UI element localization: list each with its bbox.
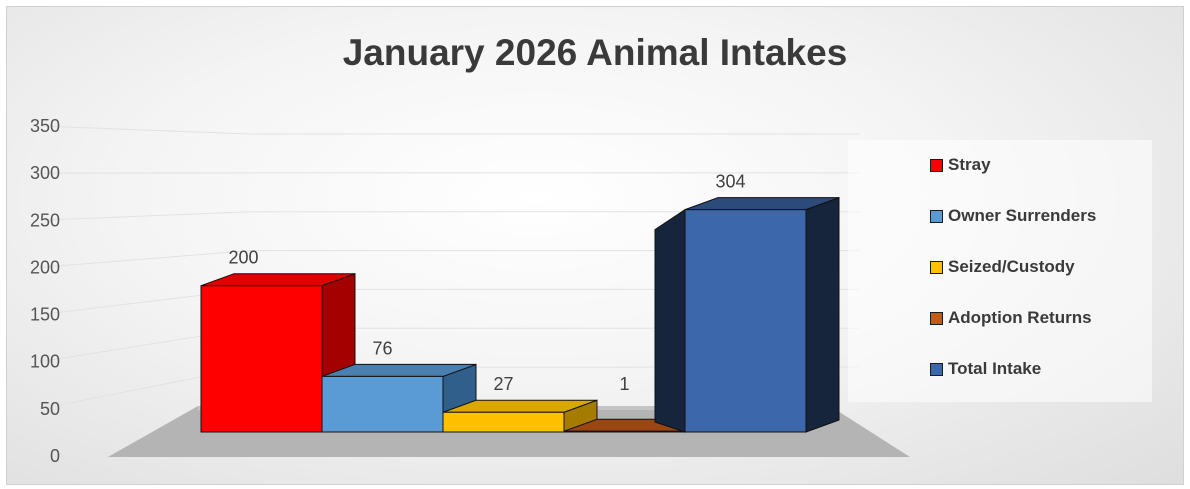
y-tick-label: 250 [30,210,60,230]
legend-label: Stray [948,155,991,174]
legend-swatch [930,209,943,223]
bar [563,430,686,433]
data-label: 304 [715,172,745,192]
y-tick-label: 150 [30,305,60,325]
legend: Stray Owner Surrenders Seized/Custody Adopt… [848,140,1152,402]
legend-label: Adoption Returns [948,308,1092,327]
bar [321,375,444,433]
gridline [39,125,860,135]
legend-label: Owner Surrenders [948,206,1097,225]
legend-item: Seized/Custody [930,257,1075,277]
y-tick-label: 300 [30,163,60,183]
y-tick-label: 100 [30,352,60,372]
legend-item: Owner Surrenders [930,206,1096,226]
y-tick-label: 350 [30,116,60,136]
data-label: 27 [493,374,513,394]
legend-swatch [930,158,943,172]
legend-swatch [930,260,943,274]
legend-swatch [930,311,943,325]
legend-label: Total Intake [948,359,1042,378]
gridline [39,211,860,221]
y-tick-label: 50 [40,399,60,419]
legend-item: Adoption Returns [930,308,1092,328]
bar-side [805,196,840,433]
bar [684,209,807,433]
chart-title: January 2026 Animal Intakes [342,32,848,73]
data-label: 1 [619,374,629,394]
bar [200,285,323,433]
data-label: 200 [228,248,258,268]
legend-label: Seized/Custody [948,257,1075,276]
bar-side [654,208,686,433]
legend-item: Stray [930,155,991,175]
y-tick-label: 200 [30,257,60,277]
legend-item: Total Intake [930,359,1041,379]
legend-swatch [930,362,943,376]
data-label: 76 [372,338,392,358]
y-tick-label: 0 [50,446,60,466]
bar [442,411,565,433]
